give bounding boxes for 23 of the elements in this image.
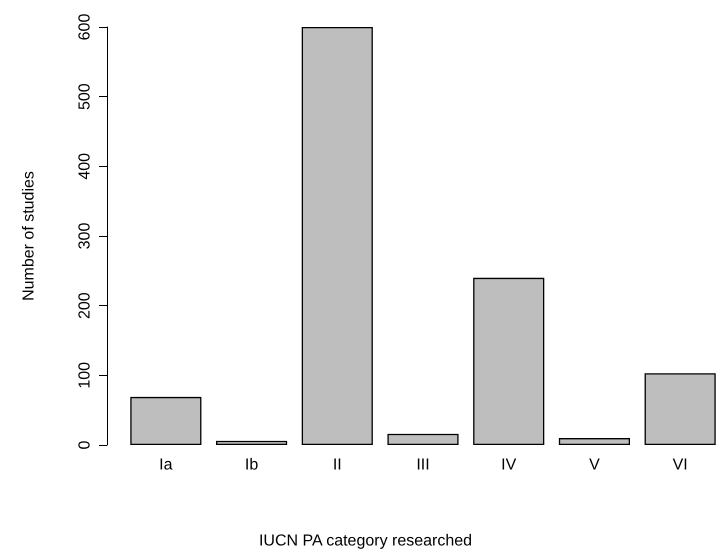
y-tick-label: 400 [76, 152, 94, 180]
x-tick-label: Ia [159, 456, 173, 474]
x-tick-label: II [332, 456, 342, 474]
x-tick-label: V [589, 456, 600, 474]
x-tick-label: IV [501, 456, 517, 474]
bar [216, 440, 288, 445]
bar [130, 396, 202, 445]
y-tick-label: 300 [76, 222, 94, 250]
bar [302, 27, 373, 445]
y-tick-label: 0 [76, 440, 94, 450]
y-axis-title: Number of studies [20, 171, 38, 301]
x-tick-label: Ib [244, 456, 258, 474]
x-axis-title: IUCN PA category researched [258, 532, 472, 550]
bar [387, 434, 459, 445]
y-tick-label: 500 [76, 83, 94, 110]
y-tick-label: 200 [76, 292, 94, 320]
bar [558, 438, 630, 445]
y-tick-label: 100 [76, 362, 94, 389]
x-tick-label: III [416, 456, 430, 474]
y-tick-label: 600 [76, 14, 94, 40]
bar [473, 278, 544, 445]
bar [644, 373, 716, 445]
x-tick-label: VI [672, 456, 688, 474]
